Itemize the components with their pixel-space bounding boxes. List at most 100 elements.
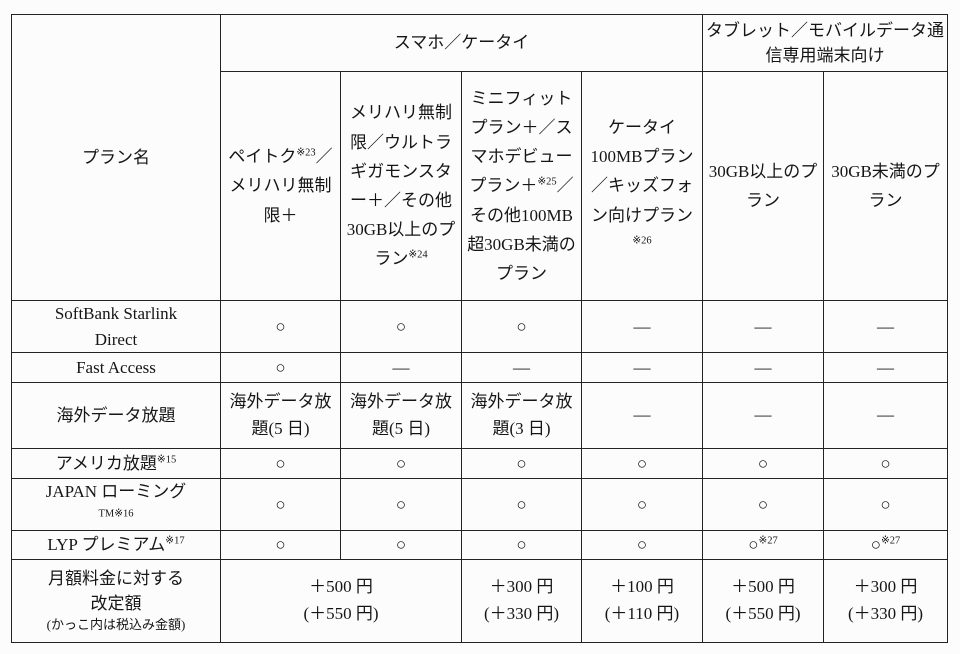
- table-row-starlink: SoftBank Starlink Direct ○ ○ ○ — — —: [11, 300, 948, 353]
- footnote-ref: ※26: [632, 235, 652, 247]
- header-text: メリハリ無制限／ウルトラギガモンスター＋／その他30GB以上のプラン: [346, 103, 456, 269]
- cell-value: ○: [275, 494, 286, 514]
- table-cell: —: [340, 352, 462, 383]
- price-excl-tax: ＋300 円: [489, 577, 554, 597]
- column-header-30gb-under: 30GB未満のプラン: [823, 71, 948, 301]
- footnote-ref: ※24: [408, 249, 428, 261]
- row-label-starlink: SoftBank Starlink Direct: [11, 300, 221, 353]
- cell-value: ○: [757, 453, 769, 473]
- table-row-column-headers: ペイトク※23／メリハリ無制限＋ メリハリ無制限／ウルトラギガモンスター＋／その…: [12, 71, 948, 301]
- cell-value: ○: [395, 453, 407, 473]
- table-cell: —: [461, 352, 582, 383]
- footnote-ref: TM※16: [98, 507, 134, 519]
- cell-value: ○: [636, 535, 648, 554]
- table-cell: ○: [461, 478, 582, 531]
- footnote-ref: ※27: [880, 535, 901, 547]
- table-cell: —: [823, 352, 948, 383]
- table-row-fast-access: Fast Access ○ — — — — —: [11, 352, 948, 383]
- table-cell: ○: [702, 478, 824, 531]
- price-cell: ＋300 円 (＋330 円): [823, 558, 948, 643]
- cell-value: —: [513, 357, 530, 377]
- row-label-fast-access: Fast Access: [11, 352, 221, 383]
- table-cell: ○: [220, 530, 341, 560]
- cell-value: —: [392, 357, 410, 377]
- cell-value: ○: [516, 494, 527, 514]
- cell-value: —: [633, 357, 651, 377]
- table-cell: —: [823, 382, 948, 449]
- table-row-group-headers: プラン名 スマホ／ケータイ タブレット／モバイルデータ通信専用端末向け: [11, 14, 948, 301]
- cell-value: ○: [275, 535, 286, 554]
- table-cell: ○: [340, 478, 462, 531]
- header-text: ケータイ100MBプラン／キッズフォン向けプラン: [590, 117, 694, 225]
- header-text: 30GB以上のプラン: [708, 161, 818, 210]
- column-header-merihari: メリハリ無制限／ウルトラギガモンスター＋／その他30GB以上のプラン※24: [340, 71, 462, 301]
- table-row-price-revision: 月額料金に対する 改定額 (かっこ内は税込み金額) ＋500 円 (＋550 円…: [11, 558, 948, 643]
- table-cell: ○: [220, 448, 341, 479]
- column-header-30gb-over: 30GB以上のプラン: [702, 71, 824, 301]
- cell-value: ○: [516, 535, 527, 554]
- table-cell: ○: [823, 448, 948, 479]
- label-text: アメリカ放題: [55, 453, 157, 473]
- table-cell: 海外データ放題(3 日): [461, 382, 582, 449]
- label-text: 海外データ放題: [56, 405, 176, 425]
- table-cell: —: [702, 382, 824, 449]
- cell-value: —: [754, 316, 772, 336]
- table-cell: ○: [581, 448, 703, 479]
- price-cell: ＋500 円 (＋550 円): [702, 558, 824, 643]
- price-excl-tax: ＋300 円: [853, 577, 918, 597]
- footnote-ref: ※27: [758, 535, 778, 547]
- cell-value: —: [633, 316, 651, 336]
- table-cell: 海外データ放題(5 日): [220, 382, 341, 449]
- price-excl-tax: ＋100 円: [610, 577, 674, 597]
- label-text: LYP プレミアム: [47, 535, 166, 554]
- cell-value: 海外データ放題(5 日): [229, 392, 332, 438]
- table-cell: —: [581, 382, 703, 449]
- cell-value: ○: [516, 453, 527, 473]
- price-cell: ＋300 円 (＋330 円): [461, 558, 582, 643]
- cell-value: —: [877, 316, 894, 336]
- price-cell: ＋100 円 (＋110 円): [581, 558, 703, 643]
- table-cell: ○: [581, 478, 703, 531]
- price-excl-tax: ＋500 円: [731, 577, 795, 597]
- cell-value: ○: [395, 316, 407, 336]
- cell-value: —: [877, 405, 894, 425]
- row-label-japan-roaming: JAPAN ローミング TM※16: [11, 478, 221, 531]
- header-text: ／メリハリ無制限＋: [229, 147, 333, 225]
- cell-value: ○: [748, 535, 759, 554]
- cell-value: ○: [870, 535, 881, 554]
- label-text: SoftBank Starlink Direct: [54, 304, 178, 349]
- label-text: 改定額: [90, 593, 142, 613]
- price-excl-tax: ＋500 円: [309, 577, 373, 597]
- table-cell: ○: [220, 352, 341, 383]
- row-label-overseas-data: 海外データ放題: [11, 382, 221, 449]
- row-label-america-houdai: アメリカ放題※15: [11, 448, 221, 479]
- table-cell: ○: [220, 300, 341, 353]
- cell-value: ○: [516, 316, 527, 336]
- cell-value: ○: [636, 453, 648, 473]
- footnote-ref: ※25: [537, 176, 557, 188]
- label-note: (かっこ内は税込み金額): [46, 617, 186, 633]
- cell-value: —: [877, 357, 894, 377]
- cell-value: ○: [395, 535, 407, 554]
- header-text: ／その他100MB超30GB未満のプラン: [467, 176, 576, 284]
- row-label-lyp-premium: LYP プレミアム※17: [11, 530, 221, 560]
- label-text: 月額料金に対する: [48, 569, 184, 589]
- column-header-paytoku: ペイトク※23／メリハリ無制限＋: [220, 71, 341, 301]
- cell-value: ○: [636, 494, 648, 514]
- price-incl-tax: (＋550 円): [725, 603, 801, 623]
- table-cell: ○: [461, 448, 582, 479]
- cell-value: —: [633, 405, 651, 425]
- table-cell: ○: [702, 448, 824, 479]
- footnote-ref: ※17: [165, 535, 185, 547]
- cell-value: ○: [275, 316, 286, 336]
- header-text: ミニフィットプラン＋／スマホデビュープラン＋: [469, 88, 573, 196]
- table-cell: 海外データ放題(5 日): [340, 382, 462, 449]
- label-text: JAPAN ローミング: [45, 482, 187, 501]
- table-cell: —: [823, 300, 948, 353]
- price-incl-tax: (＋330 円): [847, 603, 924, 623]
- table-cell: —: [581, 352, 703, 383]
- cell-value: ○: [395, 494, 407, 514]
- table-cell: ○: [340, 300, 462, 353]
- header-text: 30GB未満のプラン: [831, 161, 940, 210]
- cell-value: ○: [275, 357, 286, 377]
